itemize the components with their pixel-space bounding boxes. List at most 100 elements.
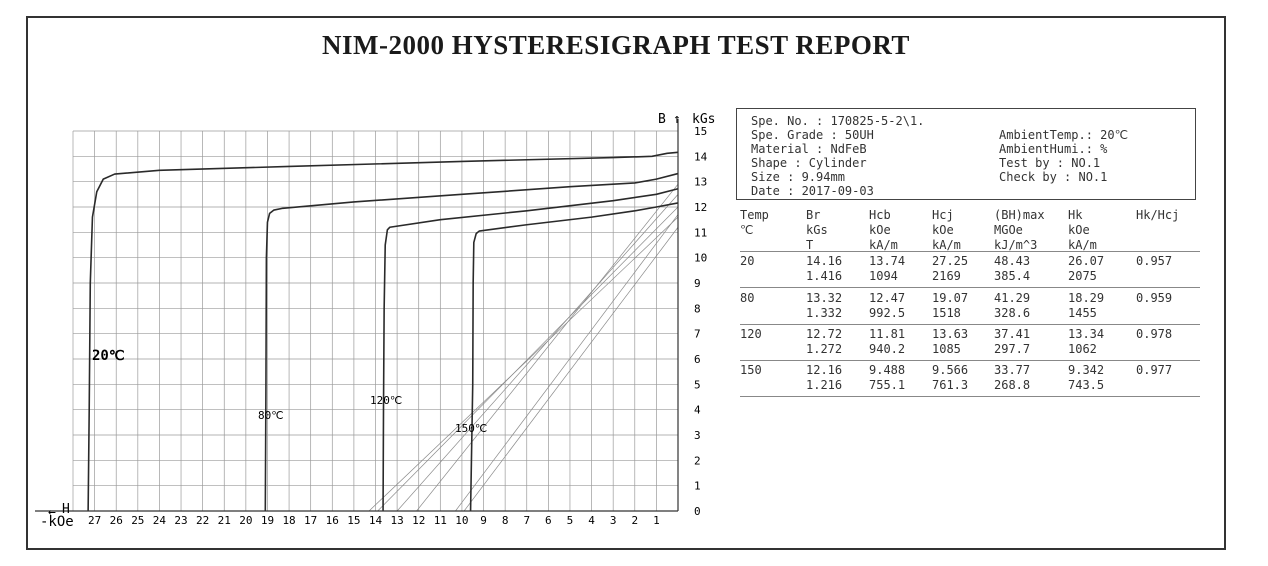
- table-cell-temp: 120: [740, 327, 762, 341]
- table-header-cell: Hcb kOe kA/m: [869, 208, 898, 252]
- x-tick-label: 26: [110, 514, 123, 527]
- y-tick-label: 9: [694, 277, 701, 290]
- x-tick-label: 27: [88, 514, 101, 527]
- shape: Shape : Cylinder: [751, 156, 867, 170]
- table-header-cell: (BH)max MGOe kJ/m^3: [994, 208, 1045, 252]
- table-cell-ratio: 0.957: [1136, 254, 1173, 268]
- x-tick-label: 2: [631, 514, 638, 527]
- table-cell-br: 14.16 1.416: [806, 254, 843, 283]
- chart-axes: 27 26 25 24 23 22 21 20 19 18 17 16 15 14 13 12 11 10 9 8 7 6…: [35, 119, 708, 527]
- y-tick-label: 8: [694, 302, 701, 315]
- table-header-cell: Hcj kOe kA/m: [932, 208, 961, 252]
- table-header-cell: Hk/Hcj: [1136, 208, 1180, 222]
- table-cell-ratio: 0.977: [1136, 363, 1173, 377]
- table-cell-ratio: 0.978: [1136, 327, 1173, 341]
- x-tick-label: 22: [196, 514, 209, 527]
- x-tick-label: 7: [523, 514, 530, 527]
- table-header-cell: Hk kOe kA/m: [1068, 208, 1097, 252]
- x-tick-label: 14: [369, 514, 383, 527]
- ambient-temp: AmbientTemp.: 20℃: [999, 128, 1129, 142]
- y-tick-label: 14: [694, 150, 708, 163]
- check-by: Check by : NO.1: [999, 170, 1108, 184]
- ambient-humi: AmbientHumi.: %: [999, 142, 1108, 156]
- y-tick-label: 10: [694, 252, 707, 265]
- table-rule: [740, 324, 1200, 325]
- load-line: [463, 227, 679, 512]
- load-line: [396, 194, 679, 512]
- table-cell-br: 12.72 1.272: [806, 327, 843, 356]
- series-label-80: 80℃: [258, 409, 284, 422]
- x-tick-label: 5: [567, 514, 574, 527]
- table-rule: [740, 360, 1200, 361]
- x-tick-label: 9: [480, 514, 487, 527]
- load-line: [377, 206, 679, 512]
- curve-series-1: [264, 172, 679, 512]
- y-tick-label: 11: [694, 226, 707, 239]
- series-label-150: 150℃: [455, 422, 487, 435]
- load-line: [368, 216, 679, 512]
- x-tick-label: 18: [282, 514, 295, 527]
- x-tick-label: 23: [174, 514, 187, 527]
- x-tick-label: 19: [261, 514, 274, 527]
- table-cell-bhmax: 41.29 328.6: [994, 291, 1031, 320]
- y-tick-label: 6: [694, 353, 701, 366]
- load-line: [416, 183, 679, 512]
- table-header-cell: Br kGs T: [806, 208, 828, 252]
- size: Size : 9.94mm: [751, 170, 845, 184]
- test-by: Test by : NO.1: [999, 156, 1101, 170]
- x-tick-label: 15: [347, 514, 360, 527]
- table-header-cell: Temp ℃: [740, 208, 769, 237]
- table-cell-hk: 9.342 743.5: [1068, 363, 1105, 392]
- table-cell-ratio: 0.959: [1136, 291, 1173, 305]
- x-tick-label: 20: [239, 514, 252, 527]
- spe-no: Spe. No. : 170825-5-2\1.: [751, 114, 925, 128]
- x-tick-label: 4: [588, 514, 595, 527]
- y-tick-label: 7: [694, 328, 701, 341]
- x-tick-label: 17: [304, 514, 317, 527]
- x-tick-label: 3: [610, 514, 617, 527]
- curve-series-0: [87, 151, 679, 512]
- table-cell-hk: 13.34 1062: [1068, 327, 1105, 356]
- curve-series-2: [382, 187, 679, 512]
- x-tick-label: 6: [545, 514, 552, 527]
- table-rule: [740, 287, 1200, 288]
- table-rule: [740, 251, 1200, 252]
- report-frame: [26, 16, 1226, 550]
- x-axis-label: -kOe: [40, 514, 74, 530]
- table-cell-br: 12.16 1.216: [806, 363, 843, 392]
- chart-grid: [72, 130, 679, 512]
- curves: [87, 151, 679, 512]
- x-tick-label: 10: [455, 514, 468, 527]
- table-cell-bhmax: 48.43 385.4: [994, 254, 1031, 283]
- table-cell-temp: 80: [740, 291, 755, 305]
- load-lines: [368, 183, 679, 512]
- table-cell-hcj: 13.63 1085: [932, 327, 969, 356]
- x-tick-label: 21: [218, 514, 231, 527]
- table-cell-bhmax: 37.41 297.7: [994, 327, 1031, 356]
- y-axis-label-b: B: [658, 112, 666, 127]
- load-line: [455, 214, 679, 512]
- curve-series-3: [469, 202, 679, 512]
- date: Date : 2017-09-03: [751, 184, 874, 198]
- table-cell-bhmax: 33.77 268.8: [994, 363, 1031, 392]
- y-tick-label: 4: [694, 404, 701, 417]
- material: Material : NdFeB: [751, 142, 867, 156]
- table-cell-temp: 150: [740, 363, 762, 377]
- y-tick-label: 13: [694, 176, 707, 189]
- table-cell-hcb: 13.74 1094: [869, 254, 906, 283]
- table-cell-hk: 18.29 1455: [1068, 291, 1105, 320]
- x-tick-label: 8: [502, 514, 509, 527]
- y-tick-label: 5: [694, 378, 701, 391]
- series-label-20: 20℃: [92, 348, 125, 364]
- x-tick-label: 12: [412, 514, 425, 527]
- table-cell-hcb: 11.81 940.2: [869, 327, 906, 356]
- x-tick-label: 25: [131, 514, 144, 527]
- y-axis-arrow: ↑: [673, 112, 681, 127]
- table-cell-temp: 20: [740, 254, 755, 268]
- x-axis-arrow: ←: [48, 505, 56, 520]
- specimen-info-box: Spe. No. : 170825-5-2\1. Spe. Grade : 50…: [736, 108, 1196, 200]
- report-title: NIM-2000 HYSTERESIGRAPH TEST REPORT: [322, 30, 910, 60]
- x-axis-label-h: H: [62, 502, 70, 517]
- x-tick-label: 16: [326, 514, 339, 527]
